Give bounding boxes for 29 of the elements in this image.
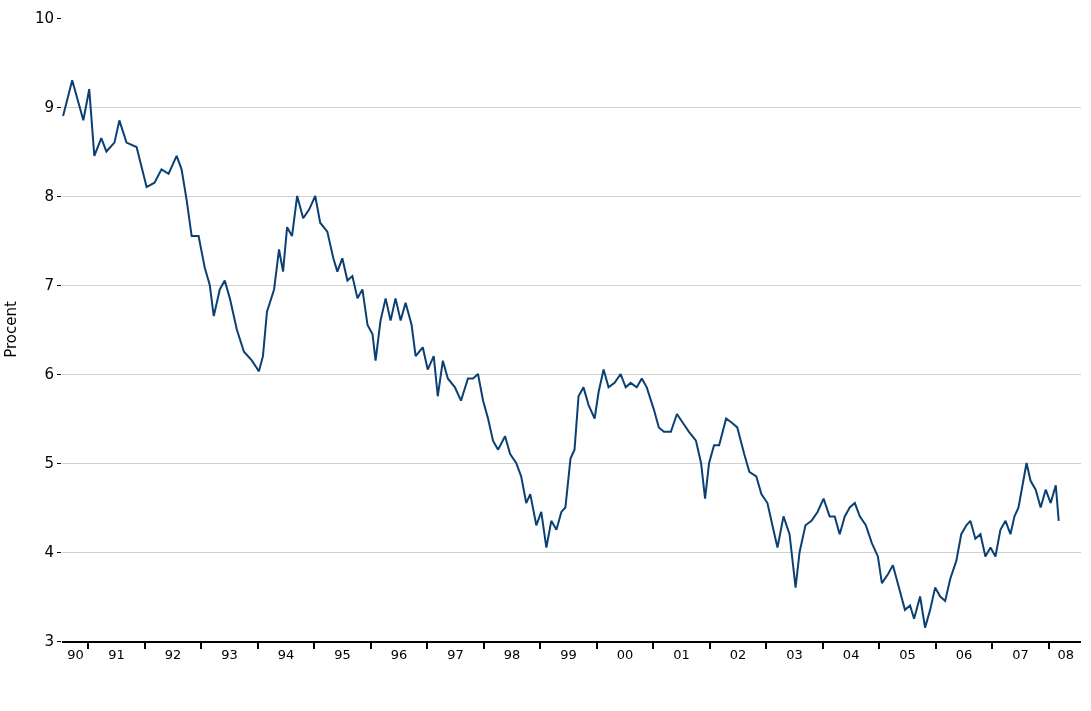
y-tick-label: 3 — [44, 632, 54, 651]
x-tick-label: 08 — [1057, 646, 1075, 662]
x-tick-label: 99 — [560, 646, 577, 662]
y-tick-label: 7 — [44, 276, 54, 295]
x-tick-label: 90 — [67, 646, 84, 662]
x-tick-label: 05 — [899, 646, 916, 662]
y-tick-label: 6 — [44, 365, 54, 384]
x-tick-label: 97 — [447, 646, 464, 662]
x-tick-label: 01 — [673, 646, 690, 662]
y-tick-label: 8 — [44, 187, 54, 206]
x-tick-label: 04 — [842, 646, 860, 662]
y-axis-title: Procent — [2, 301, 21, 358]
x-tick-label: 91 — [108, 646, 125, 662]
x-tick-label: 03 — [786, 646, 803, 662]
x-tick-label: 96 — [390, 646, 408, 662]
line-series — [62, 79, 1060, 629]
y-tick-label: 5 — [44, 454, 54, 473]
x-tick-label: 07 — [1012, 646, 1029, 662]
x-tick-label: 95 — [334, 646, 351, 662]
x-tick-label: 00 — [616, 646, 634, 662]
x-tick-label: 02 — [729, 646, 747, 662]
y-tick-label: 4 — [44, 543, 54, 562]
y-tick-label: 9 — [44, 98, 54, 117]
y-tick-label: 10 — [34, 9, 54, 28]
x-tick-label: 92 — [164, 646, 182, 662]
x-tick-label: 06 — [955, 646, 973, 662]
x-tick-label: 93 — [221, 646, 238, 662]
x-tick-label: 94 — [277, 646, 295, 662]
x-tick-label: 98 — [503, 646, 521, 662]
